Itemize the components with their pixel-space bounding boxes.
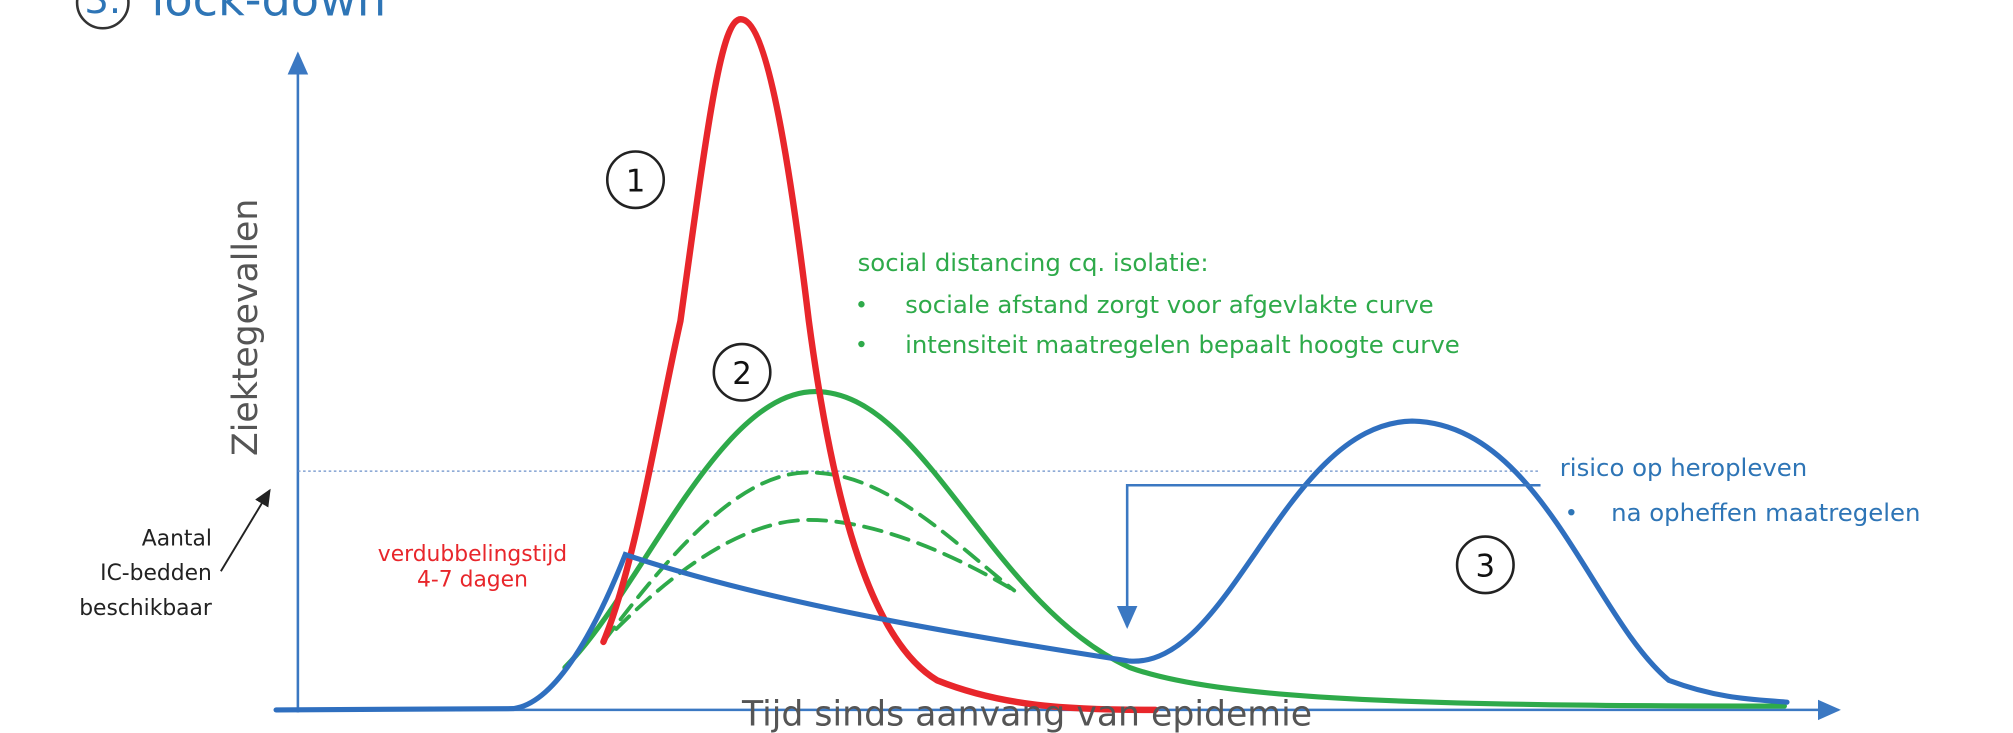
social-heading: social distancing cq. isolatie: — [858, 248, 1209, 277]
resurgence-heading: risico op heropleven — [1560, 453, 1807, 482]
marker: 1 — [626, 163, 646, 199]
resurgence-bracket — [1116, 483, 1541, 630]
social-bullet: sociale afstand zorgt voor afgevlakte cu… — [905, 290, 1434, 319]
marker-circle — [712, 342, 772, 402]
doubling-label: verdubbelingstijd — [378, 542, 567, 567]
marker: 3 — [1476, 548, 1496, 584]
bullet — [1568, 508, 1575, 516]
marker: 2 — [732, 356, 752, 392]
blue-curve — [273, 418, 1790, 713]
ic-label: IC-bedden — [100, 561, 212, 586]
green-curve — [562, 388, 1787, 709]
social-bullet: intensiteit maatregelen bepaalt hoogte c… — [905, 330, 1460, 359]
bullet — [858, 340, 865, 348]
ic-label: beschikbaar — [79, 596, 212, 621]
doubling-label: 4-7 dagen — [417, 568, 528, 593]
title: lock-down — [152, 0, 387, 26]
title-number: 3. — [84, 0, 121, 23]
marker-circle — [605, 150, 666, 210]
ic-label: Aantal — [142, 527, 212, 552]
red-curve — [600, 16, 1159, 714]
x-axis-label: Tijd sinds aanvang van epidemie — [741, 694, 1312, 733]
y-axis-label: Ziektegevallen — [226, 199, 266, 456]
ic-arrow — [220, 488, 271, 572]
title-circle — [75, 0, 130, 30]
green-dashed-curve — [614, 517, 1017, 631]
bullet — [858, 301, 865, 308]
green-dashed-curve — [601, 470, 1017, 644]
marker-circle — [1455, 535, 1515, 595]
resurgence-bullet: na opheffen maatregelen — [1611, 498, 1920, 527]
